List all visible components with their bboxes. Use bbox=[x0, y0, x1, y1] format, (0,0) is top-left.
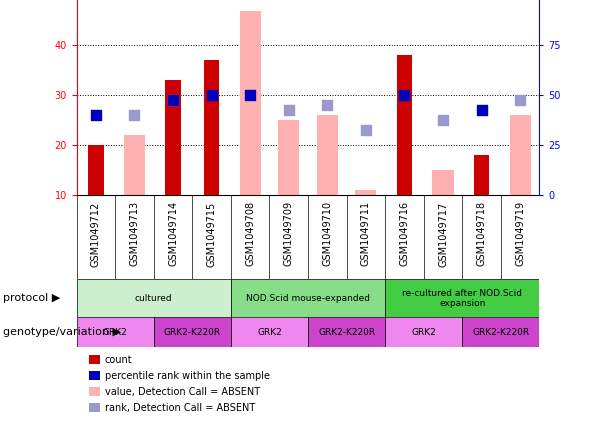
Text: percentile rank within the sample: percentile rank within the sample bbox=[105, 371, 270, 381]
Text: protocol ▶: protocol ▶ bbox=[3, 293, 60, 303]
Text: GSM1049715: GSM1049715 bbox=[207, 201, 216, 266]
Text: GSM1049717: GSM1049717 bbox=[438, 201, 448, 266]
Bar bbox=[317, 115, 338, 195]
Bar bbox=[474, 155, 489, 195]
Point bbox=[477, 107, 487, 113]
Text: GRK2: GRK2 bbox=[411, 327, 436, 337]
Bar bbox=[462, 317, 539, 347]
Bar bbox=[124, 135, 145, 195]
Bar bbox=[88, 145, 104, 195]
Bar bbox=[397, 55, 412, 195]
Text: GSM1049712: GSM1049712 bbox=[91, 201, 101, 266]
Bar bbox=[385, 317, 462, 347]
Text: GSM1049710: GSM1049710 bbox=[322, 201, 332, 266]
Point bbox=[91, 112, 101, 118]
Text: GRK2-K220R: GRK2-K220R bbox=[164, 327, 221, 337]
Point bbox=[168, 97, 178, 104]
Point bbox=[516, 97, 525, 104]
Bar bbox=[432, 170, 454, 195]
Point bbox=[400, 92, 409, 99]
Bar bbox=[278, 120, 299, 195]
Text: genotype/variation ▶: genotype/variation ▶ bbox=[3, 327, 121, 337]
Point bbox=[245, 92, 255, 99]
Bar bbox=[308, 317, 385, 347]
Bar bbox=[204, 60, 219, 195]
Text: GSM1049711: GSM1049711 bbox=[361, 201, 371, 266]
Point bbox=[284, 107, 294, 113]
Text: count: count bbox=[105, 354, 132, 365]
Point bbox=[129, 112, 139, 118]
Text: GRK2-K220R: GRK2-K220R bbox=[318, 327, 375, 337]
Point bbox=[361, 126, 371, 133]
Text: rank, Detection Call = ABSENT: rank, Detection Call = ABSENT bbox=[105, 403, 255, 413]
Bar bbox=[154, 317, 231, 347]
Point bbox=[438, 117, 448, 124]
Bar bbox=[231, 279, 385, 317]
Point bbox=[168, 97, 178, 104]
Text: GSM1049714: GSM1049714 bbox=[168, 201, 178, 266]
Point bbox=[322, 102, 332, 109]
Text: GSM1049716: GSM1049716 bbox=[400, 201, 409, 266]
Bar bbox=[509, 115, 531, 195]
Text: GRK2: GRK2 bbox=[257, 327, 282, 337]
Bar bbox=[77, 279, 231, 317]
Text: NOD.Scid mouse-expanded: NOD.Scid mouse-expanded bbox=[246, 294, 370, 303]
Text: GSM1049708: GSM1049708 bbox=[245, 201, 255, 266]
Text: GRK2-K220R: GRK2-K220R bbox=[472, 327, 530, 337]
Bar bbox=[356, 190, 376, 195]
Text: cultured: cultured bbox=[135, 294, 173, 303]
Text: GSM1049718: GSM1049718 bbox=[476, 201, 487, 266]
Bar bbox=[240, 11, 261, 195]
Text: re-cultured after NOD.Scid
expansion: re-cultured after NOD.Scid expansion bbox=[402, 288, 522, 308]
Bar bbox=[231, 317, 308, 347]
Text: GSM1049709: GSM1049709 bbox=[284, 201, 294, 266]
Text: GSM1049713: GSM1049713 bbox=[129, 201, 140, 266]
Text: GSM1049719: GSM1049719 bbox=[515, 201, 525, 266]
Text: GRK2: GRK2 bbox=[103, 327, 128, 337]
Bar bbox=[77, 317, 154, 347]
Bar bbox=[166, 80, 181, 195]
Point bbox=[207, 92, 216, 99]
Text: value, Detection Call = ABSENT: value, Detection Call = ABSENT bbox=[105, 387, 260, 397]
Bar bbox=[385, 279, 539, 317]
